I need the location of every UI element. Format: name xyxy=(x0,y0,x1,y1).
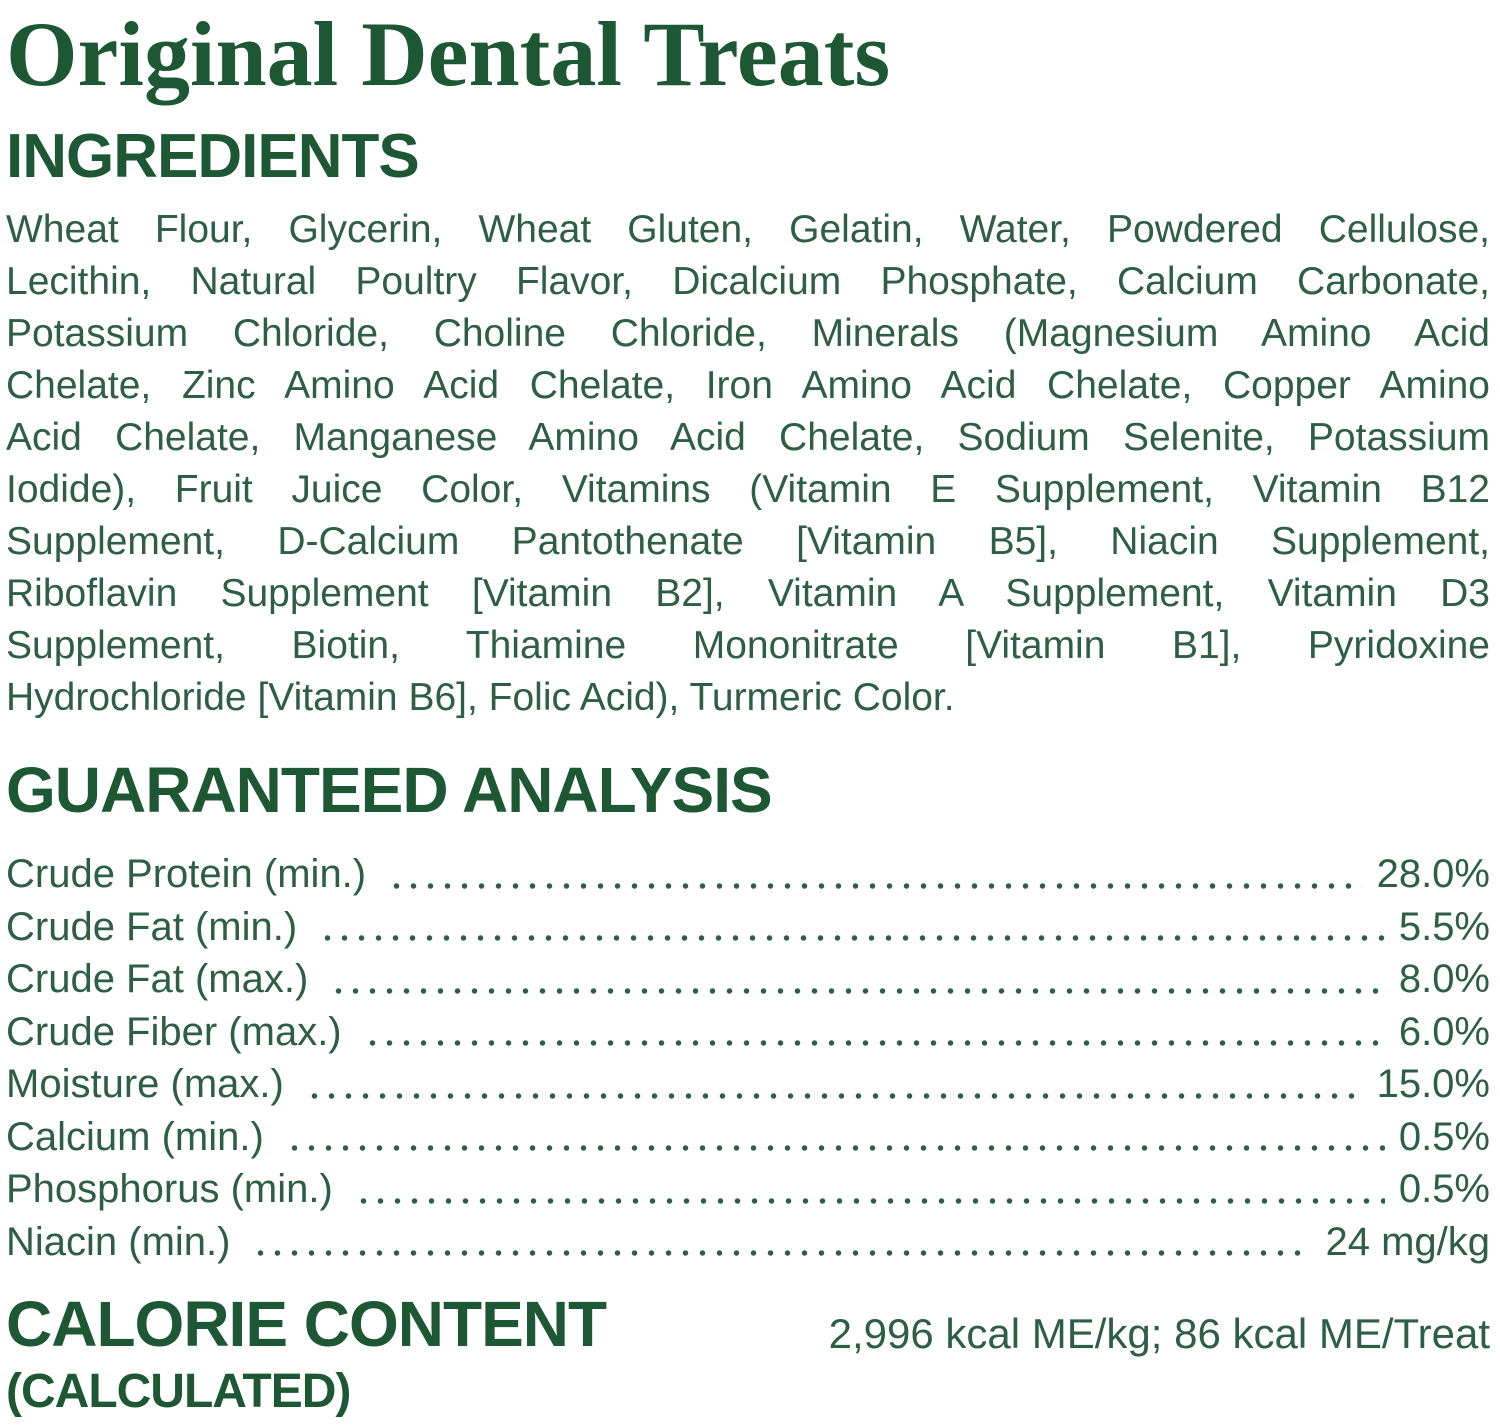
analysis-label: Moisture (max.) xyxy=(6,1062,284,1106)
table-row: Crude Protein (min.) 28.0% xyxy=(6,848,1490,901)
ingredients-line: Supplement, Biotin, Thiamine Mononitrate… xyxy=(6,624,1490,667)
table-row: Crude Fat (min.) 5.5% xyxy=(6,901,1490,954)
analysis-value: 0.5% xyxy=(1398,1167,1490,1211)
dot-leader xyxy=(388,879,1363,892)
calorie-content-section: CALORIE CONTENT (CALCULATED) 2,996 kcal … xyxy=(6,1292,1490,1416)
calorie-content-subheading: (CALCULATED) xyxy=(6,1365,351,1418)
page-title: Original Dental Treats xyxy=(6,3,891,105)
analysis-value: 28.0% xyxy=(1376,852,1490,896)
dot-leader xyxy=(363,1037,1385,1049)
table-row: Calcium (min.) 0.5% xyxy=(6,1111,1490,1164)
dot-leader xyxy=(354,1194,1385,1207)
analysis-value: 24 mg/kg xyxy=(1325,1219,1490,1264)
guaranteed-analysis-heading: GUARANTEED ANALYSIS xyxy=(6,754,773,826)
analysis-label: Phosphorus (min.) xyxy=(6,1167,333,1211)
guaranteed-analysis-table: Crude Protein (min.) 28.0% Crude Fat (mi… xyxy=(6,848,1490,1268)
analysis-value: 8.0% xyxy=(1398,957,1490,1001)
analysis-value: 0.5% xyxy=(1398,1114,1490,1159)
analysis-label: Crude Fat (max.) xyxy=(6,957,309,1001)
dot-leader xyxy=(330,984,1385,997)
dot-leader xyxy=(319,932,1385,944)
ingredients-line: Iodide), Fruit Juice Color, Vitamins (Vi… xyxy=(6,468,1490,511)
ingredients-paragraph: Wheat Flour, Glycerin, Wheat Gluten, Gel… xyxy=(6,204,1490,724)
dot-leader xyxy=(285,1142,1385,1154)
analysis-label: Crude Protein (min.) xyxy=(6,852,367,896)
analysis-label: Crude Fat (min.) xyxy=(6,904,298,949)
analysis-label: Calcium (min.) xyxy=(6,1114,264,1159)
analysis-value: 6.0% xyxy=(1398,1009,1490,1054)
dot-leader xyxy=(252,1247,1312,1259)
calorie-content-value: 2,996 kcal ME/kg; 86 kcal ME/Treat xyxy=(828,1310,1490,1357)
ingredients-line: Wheat Flour, Glycerin, Wheat Gluten, Gel… xyxy=(6,208,1490,251)
analysis-value: 15.0% xyxy=(1376,1062,1490,1106)
calorie-content-headings: CALORIE CONTENT (CALCULATED) xyxy=(6,1288,607,1418)
table-row: Niacin (min.) 24 mg/kg xyxy=(6,1216,1490,1269)
ingredients-heading: INGREDIENTS xyxy=(6,122,420,191)
ingredients-line: Riboflavin Supplement [Vitamin B2], Vita… xyxy=(6,572,1490,615)
analysis-label: Crude Fiber (max.) xyxy=(6,1009,342,1054)
table-row: Moisture (max.) 15.0% xyxy=(6,1058,1490,1111)
table-row: Crude Fiber (max.) 6.0% xyxy=(6,1006,1490,1059)
ingredients-line: Chelate, Zinc Amino Acid Chelate, Iron A… xyxy=(6,364,1490,407)
table-row: Phosphorus (min.) 0.5% xyxy=(6,1163,1490,1216)
ingredients-line: Acid Chelate, Manganese Amino Acid Chela… xyxy=(6,416,1490,459)
dot-leader xyxy=(305,1089,1363,1102)
table-row: Crude Fat (max.) 8.0% xyxy=(6,953,1490,1006)
ingredients-line: Potassium Chloride, Choline Chloride, Mi… xyxy=(6,312,1490,355)
analysis-label: Niacin (min.) xyxy=(6,1219,231,1264)
ingredients-line: Supplement, D-Calcium Pantothenate [Vita… xyxy=(6,520,1490,563)
ingredients-line: Hydrochloride [Vitamin B6], Folic Acid),… xyxy=(6,676,955,719)
analysis-value: 5.5% xyxy=(1398,904,1490,949)
calorie-content-heading: CALORIE CONTENT xyxy=(6,1288,607,1360)
ingredients-line: Lecithin, Natural Poultry Flavor, Dicalc… xyxy=(6,260,1490,303)
